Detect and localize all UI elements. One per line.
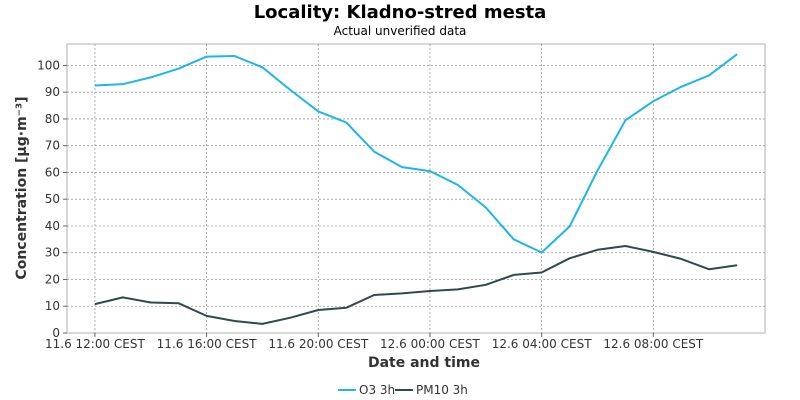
x-tick-label: 11.6 20:00 CEST (268, 337, 369, 351)
series-group (94, 53, 738, 325)
x-axis: 11.6 12:00 CEST 11.6 16:00 CEST 11.6 20:00… (45, 333, 704, 351)
y-tick-label: 20 (45, 272, 60, 286)
y-axis-label: Concentration [µg·m⁻³] (14, 96, 30, 279)
y-tick-label: 100 (37, 58, 60, 72)
plot-area (66, 43, 766, 334)
y-axis: 0 10 20 30 40 50 60 70 80 90 100 (37, 58, 67, 340)
x-tick-label: 12.6 04:00 CEST (492, 337, 593, 351)
chart-subtitle: Actual unverified data (334, 24, 467, 38)
x-tick-label: 11.6 16:00 CEST (157, 337, 258, 351)
y-tick-label: 10 (45, 299, 60, 313)
legend-label: PM10 3h (416, 383, 468, 397)
x-tick-label: 11.6 12:00 CEST (45, 337, 146, 351)
y-tick-label: 30 (45, 246, 60, 260)
x-tick-label: 12.6 00:00 CEST (380, 337, 481, 351)
y-tick-label: 0 (52, 326, 60, 340)
series-line-0 (94, 53, 738, 254)
y-tick-label: 70 (45, 139, 60, 153)
y-tick-label: 40 (45, 219, 60, 233)
grid (67, 44, 765, 333)
chart-title: Locality: Kladno-stred mesta (254, 2, 547, 23)
x-tick-label: 12.6 08:00 CEST (603, 337, 704, 351)
y-tick-label: 80 (45, 112, 60, 126)
y-tick-label: 50 (45, 192, 60, 206)
x-axis-label: Date and time (368, 355, 480, 371)
legend-label: O3 3h (359, 383, 395, 397)
series-line-1 (94, 245, 738, 325)
y-tick-label: 90 (45, 85, 60, 99)
y-tick-label: 60 (45, 165, 60, 179)
legend: O3 3h PM10 3h (338, 383, 468, 397)
